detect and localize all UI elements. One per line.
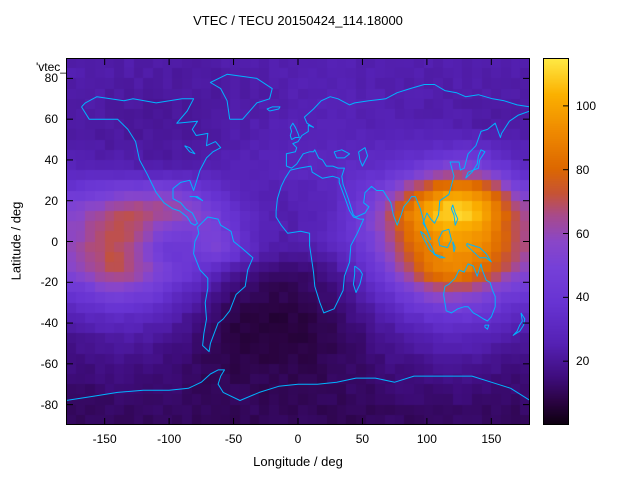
x-axis-title: Longitude / deg	[253, 454, 343, 469]
x-tick-label: 0	[294, 432, 302, 446]
plot-area	[66, 58, 530, 425]
colorbar-tick-label: 80	[576, 162, 590, 177]
colorbar-canvas	[543, 58, 569, 425]
y-tick-label: -20	[40, 275, 58, 290]
x-tick-label: -100	[157, 432, 182, 446]
heatmap-canvas	[66, 58, 530, 425]
y-tick-label: 60	[44, 112, 58, 127]
colorbar-tick-label: 20	[576, 354, 590, 369]
y-tick-label: -40	[40, 316, 58, 331]
y-tick-label: -80	[40, 397, 58, 412]
x-tick-label: -150	[92, 432, 117, 446]
x-tick-label: 150	[481, 432, 502, 446]
y-tick-label: -60	[40, 356, 58, 371]
y-tick-label: 40	[44, 152, 58, 167]
colorbar-tick-label: 40	[576, 290, 590, 305]
stray-key-label: 'vtec_	[36, 60, 67, 74]
y-tick-label: 80	[44, 71, 58, 86]
y-axis-title: Latitude / deg	[8, 201, 24, 281]
y-tick-label: 20	[44, 193, 58, 208]
colorbar-tick-label: 100	[576, 98, 597, 113]
colorbar-tick-label: 60	[576, 226, 590, 241]
y-tick-label: 0	[51, 234, 58, 249]
x-tick-label: -50	[224, 432, 243, 446]
colorbar	[543, 58, 569, 425]
chart-title: VTEC / TECU 20150424_114.18000	[193, 13, 403, 28]
x-tick-label: 50	[355, 432, 370, 446]
x-tick-label: 100	[416, 432, 437, 446]
